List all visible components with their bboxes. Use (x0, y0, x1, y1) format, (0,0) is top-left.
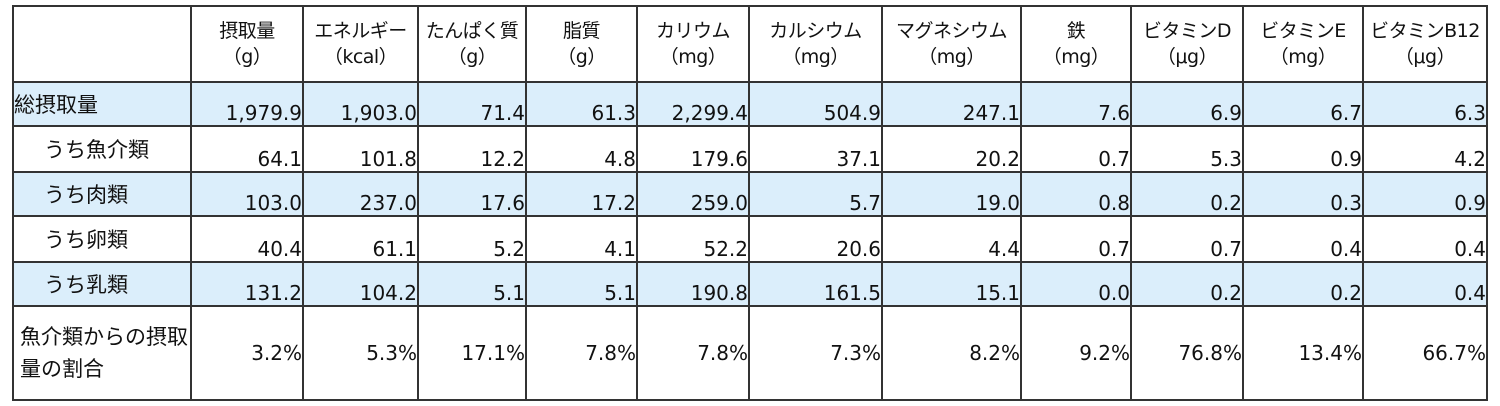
table-cell: 5.3% (302, 305, 419, 401)
table-cell: 5.7 (748, 171, 883, 217)
table-cell: 101.8 (302, 125, 419, 173)
table-cell: 0.2 (1130, 261, 1244, 307)
table-cell: 504.9 (748, 81, 883, 127)
table-cell: 0.7 (1130, 215, 1244, 263)
table-cell: 4.8 (525, 125, 638, 173)
table-cell: 5.3 (1130, 125, 1244, 173)
column-header: ビタミンE （mg） (1242, 5, 1364, 83)
nutrient-intake-table: 摂取量 （g） エネルギー （kcal） たんぱく質 （g） 脂質 （g） カリウム （m… (12, 5, 1488, 401)
table-cell: 4.1 (525, 215, 638, 263)
table-cell: 0.2 (1242, 261, 1364, 307)
column-header: 摂取量 （g） (190, 5, 304, 83)
table-cell: 1,903.0 (302, 81, 419, 127)
row-label: うち卵類 (12, 215, 192, 263)
table-cell: 71.4 (417, 81, 527, 127)
table-cell: 104.2 (302, 261, 419, 307)
table-cell: 0.2 (1130, 171, 1244, 217)
table-cell: 0.9 (1362, 171, 1488, 217)
column-header: カリウム （mg） (636, 5, 750, 83)
row-label: 魚介類からの摂取量の割合 (12, 305, 192, 401)
table-cell: 7.8% (636, 305, 750, 401)
column-header: カルシウム （mg） (748, 5, 883, 83)
column-header: エネルギー （kcal） (302, 5, 419, 83)
table-cell: 76.8% (1130, 305, 1244, 401)
table-cell: 52.2 (636, 215, 750, 263)
table-cell: 0.9 (1242, 125, 1364, 173)
column-header: ビタミンD （μg） (1130, 5, 1244, 83)
corner-cell (12, 5, 192, 83)
table-cell: 0.0 (1020, 261, 1132, 307)
table-cell: 259.0 (636, 171, 750, 217)
table-cell: 237.0 (302, 171, 419, 217)
table-cell: 9.2% (1020, 305, 1132, 401)
table-cell: 0.4 (1362, 215, 1488, 263)
table-cell: 6.3 (1362, 81, 1488, 127)
table-cell: 40.4 (190, 215, 304, 263)
table-cell: 8.2% (881, 305, 1022, 401)
table-row: うち乳類 131.2 104.2 5.1 5.1 190.8 161.5 15.… (12, 261, 1488, 307)
table-cell: 0.4 (1242, 215, 1364, 263)
table-cell: 103.0 (190, 171, 304, 217)
row-label: うち肉類 (12, 171, 192, 217)
table-cell: 179.6 (636, 125, 750, 173)
table-cell: 6.9 (1130, 81, 1244, 127)
table-row: うち魚介類 64.1 101.8 12.2 4.8 179.6 37.1 20.… (12, 125, 1488, 173)
table-cell: 64.1 (190, 125, 304, 173)
table-cell: 17.1% (417, 305, 527, 401)
row-label: うち乳類 (12, 261, 192, 307)
row-label: 総摂取量 (12, 81, 192, 127)
table-cell: 0.8 (1020, 171, 1132, 217)
table-cell: 17.6 (417, 171, 527, 217)
table-row: 魚介類からの摂取量の割合 3.2% 5.3% 17.1% 7.8% 7.8% 7… (12, 305, 1488, 401)
table-row: 総摂取量 1,979.9 1,903.0 71.4 61.3 2,299.4 5… (12, 81, 1488, 127)
table-cell: 19.0 (881, 171, 1022, 217)
table-cell: 190.8 (636, 261, 750, 307)
table-cell: 61.3 (525, 81, 638, 127)
table-cell: 20.2 (881, 125, 1022, 173)
table-cell: 0.7 (1020, 125, 1132, 173)
table-cell: 4.2 (1362, 125, 1488, 173)
row-label: うち魚介類 (12, 125, 192, 173)
table-cell: 17.2 (525, 171, 638, 217)
column-header: 脂質 （g） (525, 5, 638, 83)
table-cell: 1,979.9 (190, 81, 304, 127)
table-cell: 0.3 (1242, 171, 1364, 217)
table-cell: 7.8% (525, 305, 638, 401)
table-cell: 5.2 (417, 215, 527, 263)
column-header: ビタミンB12 （μg） (1362, 5, 1488, 83)
table-cell: 5.1 (417, 261, 527, 307)
table-cell: 6.7 (1242, 81, 1364, 127)
column-header: 鉄（mg） (1020, 5, 1132, 83)
column-header: たんぱく質 （g） (417, 5, 527, 83)
table-cell: 12.2 (417, 125, 527, 173)
table-cell: 66.7% (1362, 305, 1488, 401)
table-cell: 20.6 (748, 215, 883, 263)
table-row: うち卵類 40.4 61.1 5.2 4.1 52.2 20.6 4.4 0.7… (12, 215, 1488, 263)
table-cell: 15.1 (881, 261, 1022, 307)
table-cell: 13.4% (1242, 305, 1364, 401)
column-header: マグネシウム （mg） (881, 5, 1022, 83)
table-cell: 7.3% (748, 305, 883, 401)
table-cell: 4.4 (881, 215, 1022, 263)
table-cell: 5.1 (525, 261, 638, 307)
table-cell: 37.1 (748, 125, 883, 173)
header-row: 摂取量 （g） エネルギー （kcal） たんぱく質 （g） 脂質 （g） カリウム （m… (12, 5, 1488, 83)
table-cell: 131.2 (190, 261, 304, 307)
table-cell: 247.1 (881, 81, 1022, 127)
table-cell: 0.7 (1020, 215, 1132, 263)
table-cell: 2,299.4 (636, 81, 750, 127)
table-cell: 0.4 (1362, 261, 1488, 307)
table-row: うち肉類 103.0 237.0 17.6 17.2 259.0 5.7 19.… (12, 171, 1488, 217)
table-cell: 61.1 (302, 215, 419, 263)
table-cell: 161.5 (748, 261, 883, 307)
table-cell: 3.2% (190, 305, 304, 401)
table-cell: 7.6 (1020, 81, 1132, 127)
